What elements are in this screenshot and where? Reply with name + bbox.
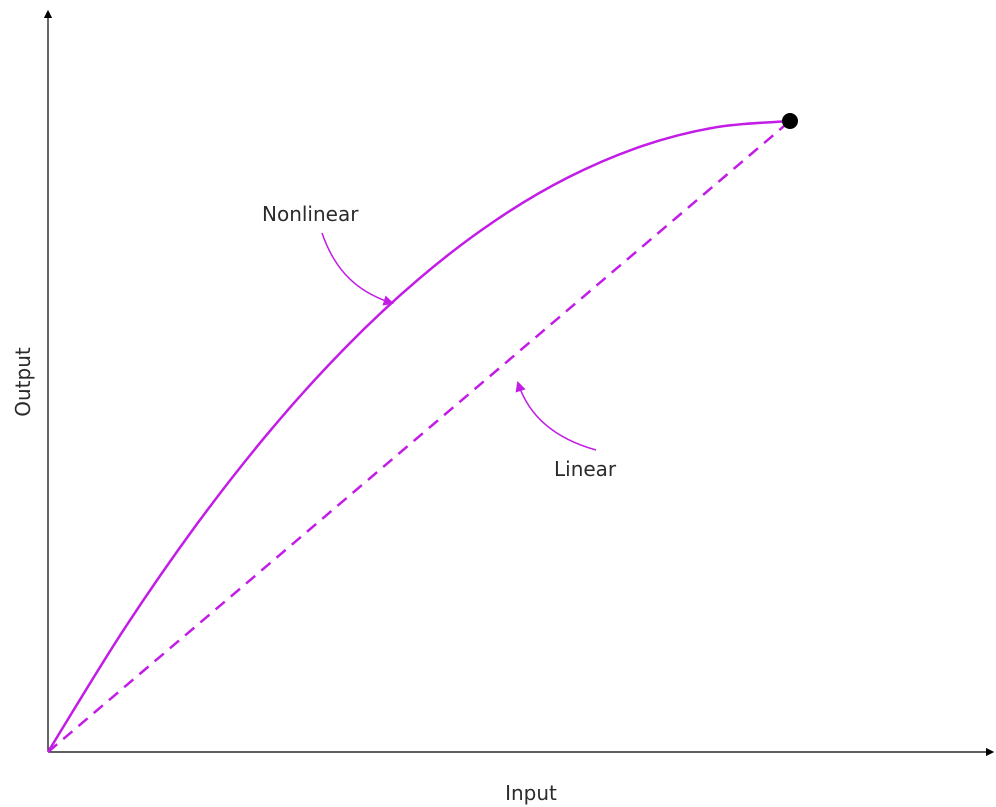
annotation-linear-label: Linear — [554, 457, 617, 481]
endpoint-marker — [782, 113, 798, 129]
annotation-nonlinear-arrow — [321, 232, 395, 306]
annotation-nonlinear-label: Nonlinear — [262, 202, 359, 226]
y-axis-label: Output — [11, 347, 35, 417]
series-layer — [46, 119, 791, 753]
annotation-linear-arrow — [515, 381, 597, 451]
x-axis-label: Input — [505, 781, 557, 805]
series-line-linear — [47, 120, 791, 753]
